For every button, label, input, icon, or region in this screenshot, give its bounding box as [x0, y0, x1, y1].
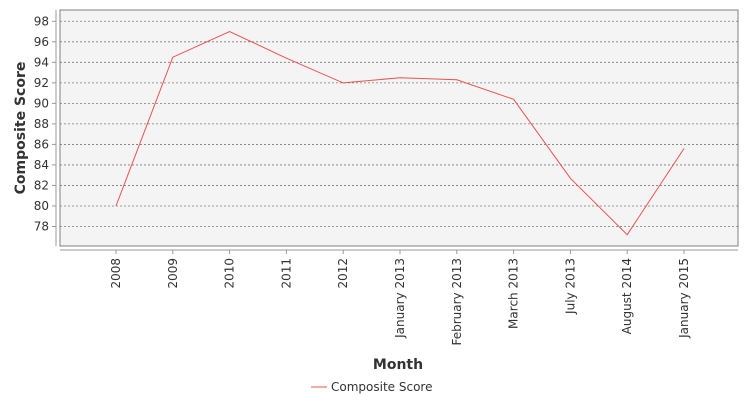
x-tick-label: 2008 [109, 258, 123, 289]
data-point [285, 57, 287, 59]
legend-label: Composite Score [331, 380, 432, 394]
y-tick-label: 90 [34, 96, 49, 110]
data-point [626, 234, 628, 236]
y-tick-label: 80 [34, 199, 49, 213]
data-point [683, 147, 685, 149]
data-point [399, 77, 401, 79]
data-point [172, 56, 174, 58]
y-tick-label: 78 [34, 220, 49, 234]
x-tick-label: 2009 [166, 258, 180, 289]
x-tick-label: January 2013 [393, 258, 407, 339]
x-tick-label: 2011 [279, 258, 293, 289]
y-tick-label: 84 [34, 158, 49, 172]
y-tick-label: 82 [34, 178, 49, 192]
data-point [569, 177, 571, 179]
y-axis: 78 80 82 84 86 88 90 92 94 96 98 [34, 10, 57, 246]
x-tick-label: July 2013 [563, 258, 577, 315]
y-tick-label: 96 [34, 35, 49, 49]
x-tick-label: August 2014 [620, 258, 634, 334]
y-axis-title: Composite Score [13, 62, 29, 195]
gridlines [60, 20, 738, 227]
x-axis: 2008 2009 2010 2011 2012 January 2013 February… [60, 249, 738, 346]
data-point [115, 205, 117, 207]
data-point [512, 98, 514, 100]
x-tick-label: January 2015 [677, 258, 691, 339]
data-point [342, 82, 344, 84]
series-layer [115, 30, 685, 236]
y-tick-label: 98 [34, 14, 49, 28]
x-tick-label: March 2013 [507, 258, 521, 329]
x-tick-label: 2010 [223, 258, 237, 289]
y-tick-label: 94 [34, 55, 49, 69]
y-tick-label: 86 [34, 137, 49, 151]
legend: Composite Score [311, 380, 432, 394]
series-line [115, 30, 685, 236]
x-tick-label: February 2013 [450, 258, 464, 346]
x-axis-title: Month [373, 357, 423, 373]
data-point [456, 79, 458, 81]
y-tick-label: 92 [34, 76, 49, 90]
data-point [228, 30, 230, 32]
x-tick-label: 2012 [336, 258, 350, 289]
y-tick-label: 88 [34, 117, 49, 131]
plot-area [59, 9, 739, 247]
